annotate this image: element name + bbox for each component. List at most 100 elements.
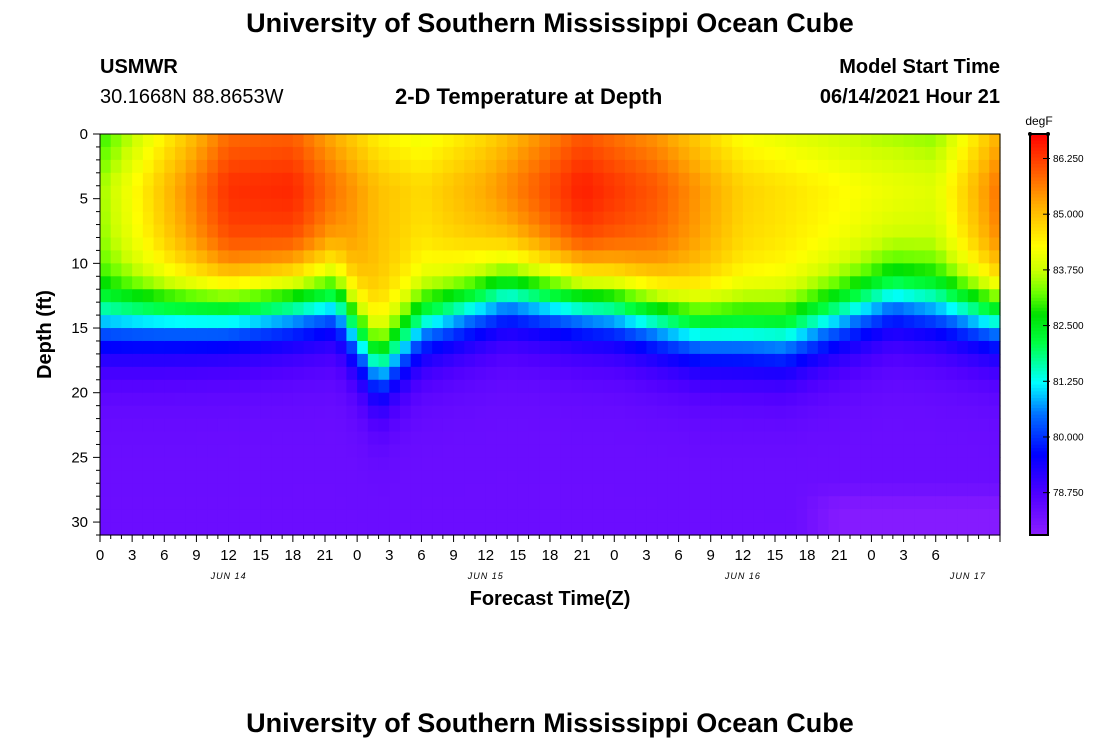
- heatmap-cell: [185, 509, 198, 523]
- heatmap-cell: [121, 224, 133, 239]
- heatmap-cell: [271, 237, 283, 252]
- heatmap-cell: [260, 134, 273, 148]
- heatmap-cell: [421, 340, 433, 355]
- heatmap-cell: [732, 276, 744, 290]
- heatmap-cell: [592, 509, 605, 523]
- heatmap-cell: [625, 328, 637, 342]
- heatmap-cell: [732, 444, 744, 458]
- heatmap-cell: [700, 353, 712, 368]
- heatmap-cell: [175, 392, 187, 407]
- heatmap-cell: [475, 328, 487, 342]
- colorbar-segment: [1030, 224, 1048, 229]
- heatmap-cell: [175, 431, 187, 446]
- heatmap-cell: [400, 431, 412, 446]
- heatmap-cell: [882, 353, 894, 368]
- heatmap-cell: [271, 496, 283, 510]
- heatmap-cell: [796, 353, 808, 368]
- heatmap-cell: [539, 431, 551, 446]
- heatmap-cell: [657, 418, 669, 433]
- heatmap-cell: [946, 328, 958, 342]
- heatmap-cell: [410, 159, 423, 174]
- heatmap-cell: [100, 159, 112, 174]
- heatmap-cell: [882, 276, 894, 290]
- heatmap-cell: [228, 289, 240, 303]
- heatmap-cell: [989, 159, 1001, 174]
- heatmap-cell: [625, 146, 637, 161]
- heatmap-cell: [485, 185, 498, 200]
- x-axis-label: Forecast Time(Z): [470, 588, 631, 610]
- heatmap-cell: [121, 185, 133, 200]
- heatmap-cell: [625, 276, 637, 290]
- colorbar-segment: [1030, 474, 1048, 479]
- heatmap-cell: [785, 211, 798, 226]
- heatmap-cell: [989, 289, 1001, 303]
- heatmap-cell: [378, 276, 390, 290]
- heatmap-cell: [582, 315, 594, 329]
- heatmap-cell: [303, 185, 315, 200]
- colorbar-segment: [1030, 347, 1048, 352]
- heatmap-cell: [989, 302, 1001, 316]
- heatmap-cell: [153, 159, 165, 174]
- colorbar-segment: [1030, 428, 1048, 433]
- heatmap-cell: [807, 431, 819, 446]
- colorbar-segment: [1030, 194, 1048, 199]
- heatmap-cell: [935, 185, 948, 200]
- heatmap-cell: [110, 431, 123, 446]
- heatmap-cell: [325, 340, 337, 355]
- heatmap-cell: [817, 405, 830, 420]
- heatmap-cell: [839, 146, 851, 161]
- heatmap-cell: [903, 289, 915, 303]
- heatmap-cell: [732, 237, 744, 252]
- colorbar-segment: [1030, 174, 1048, 179]
- heatmap-cell: [582, 353, 594, 368]
- heatmap-cell: [850, 237, 862, 252]
- heatmap-cell: [796, 457, 808, 471]
- heatmap-cell: [560, 522, 573, 536]
- heatmap-cell: [464, 276, 476, 290]
- heatmap-cell: [775, 315, 787, 329]
- heatmap-cell: [657, 198, 669, 213]
- heatmap-cell: [560, 134, 573, 148]
- heatmap-cell: [625, 211, 637, 226]
- heatmap-cell: [742, 185, 755, 200]
- heatmap-cell: [850, 522, 862, 536]
- heatmap-cell: [689, 509, 701, 523]
- heatmap-cell: [442, 315, 455, 329]
- heatmap-cell: [517, 146, 530, 161]
- heatmap-cell: [882, 159, 894, 174]
- heatmap-cell: [346, 418, 358, 433]
- heatmap-cell: [271, 418, 283, 433]
- heatmap-cell: [850, 134, 862, 148]
- heatmap-cell: [560, 263, 573, 277]
- heatmap-cell: [571, 250, 583, 264]
- heatmap-cell: [957, 340, 969, 355]
- heatmap-cell: [346, 509, 358, 523]
- heatmap-cell: [357, 289, 369, 303]
- heatmap-cell: [378, 263, 390, 277]
- heatmap-cell: [100, 444, 112, 458]
- heatmap-cell: [989, 457, 1001, 471]
- heatmap-cell: [946, 237, 958, 252]
- heatmap-cell: [464, 496, 476, 510]
- heatmap-cell: [882, 198, 894, 213]
- heatmap-cell: [410, 237, 423, 252]
- heatmap-cell: [592, 366, 605, 381]
- heatmap-cell: [421, 483, 433, 497]
- heatmap-cell: [839, 224, 851, 239]
- heatmap-cell: [517, 405, 530, 420]
- heatmap-cell: [335, 263, 348, 277]
- heatmap-cell: [292, 302, 305, 316]
- heatmap-cell: [132, 470, 144, 484]
- heatmap-cell: [432, 405, 444, 420]
- heatmap-cell: [925, 328, 937, 342]
- heatmap-cell: [442, 276, 455, 290]
- heatmap-cell: [978, 134, 990, 148]
- heatmap-cell: [121, 483, 133, 497]
- heatmap-cell: [217, 224, 230, 239]
- heatmap-cell: [625, 198, 637, 213]
- heatmap-cell: [571, 302, 583, 316]
- heatmap-cell: [646, 198, 658, 213]
- station-coordinates: 30.1668N 88.8653W: [100, 86, 284, 108]
- heatmap-cell: [603, 496, 615, 510]
- colorbar-segment: [1030, 180, 1048, 185]
